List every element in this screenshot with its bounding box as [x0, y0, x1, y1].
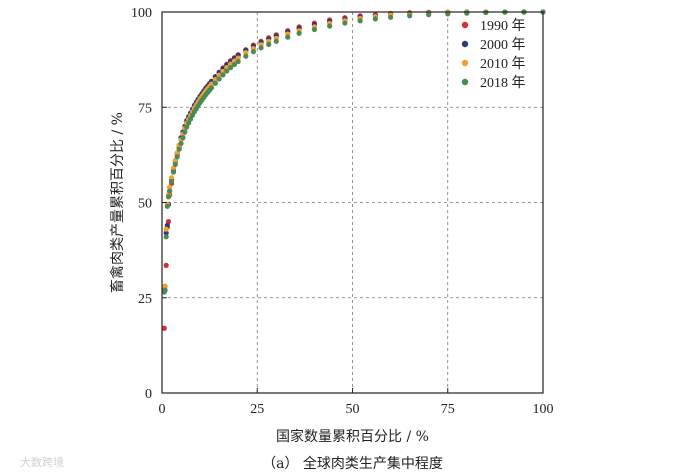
x-tick-label: 25	[250, 402, 264, 417]
x-tick-label: 50	[346, 402, 360, 417]
data-point	[243, 53, 249, 59]
data-point	[167, 188, 173, 194]
x-tick-label: 100	[533, 402, 554, 417]
data-point	[266, 41, 272, 47]
watermark: 大数跨境	[20, 455, 64, 469]
legend-marker	[461, 59, 469, 67]
data-point	[227, 65, 234, 71]
legend-marker	[461, 21, 469, 29]
y-tick-label: 0	[145, 387, 152, 402]
data-point	[388, 14, 394, 20]
y-tick-label: 100	[131, 6, 152, 21]
data-point	[184, 124, 190, 130]
data-point	[163, 226, 169, 232]
data-point	[167, 184, 173, 190]
watermark-text: 大数跨境	[20, 455, 64, 469]
x-tick-label: 0	[159, 402, 166, 417]
data-point	[258, 45, 264, 51]
data-point	[163, 234, 169, 240]
y-axis-title: 畜禽肉类产量累积百分比 / %	[109, 112, 126, 293]
data-point	[176, 146, 182, 152]
x-tick-label: 75	[441, 402, 455, 417]
data-point	[164, 203, 170, 209]
data-point	[163, 230, 169, 236]
data-point	[212, 76, 218, 83]
data-point	[250, 49, 257, 55]
legend-marker	[461, 40, 469, 48]
data-point	[464, 10, 470, 16]
data-point	[168, 178, 175, 185]
legend-label: 2018 年	[480, 75, 526, 91]
data-point	[426, 12, 432, 18]
data-point	[165, 194, 172, 200]
legend: 1990 年 2000 年 2010 年 2018 年	[461, 18, 526, 91]
data-point	[174, 154, 180, 160]
data-points	[161, 9, 546, 331]
data-point	[163, 262, 169, 268]
figure-caption: （a） 全球肉类生产集中程度	[262, 455, 443, 472]
data-point	[445, 11, 451, 17]
axis-ticks: 0 25 50 75 100 0 25 50 75 100	[131, 6, 554, 417]
data-point	[311, 26, 317, 33]
data-point	[285, 34, 291, 40]
data-point	[407, 13, 413, 19]
data-point	[180, 135, 186, 141]
legend-label: 2000 年	[480, 37, 526, 53]
legend-label: 2010 年	[480, 56, 526, 72]
y-tick-label: 75	[138, 101, 152, 116]
data-point	[296, 30, 302, 36]
y-tick-label: 25	[138, 292, 152, 307]
x-axis-title: 国家数量累积百分比 / %	[276, 428, 429, 445]
legend-marker	[461, 78, 469, 86]
data-point	[208, 85, 215, 91]
data-point	[178, 140, 184, 147]
data-point	[162, 283, 168, 289]
data-point	[170, 169, 177, 175]
data-point	[161, 325, 167, 331]
data-point	[224, 68, 230, 74]
data-point	[273, 38, 279, 44]
data-point	[372, 16, 378, 22]
data-point	[182, 129, 188, 135]
data-point	[212, 80, 218, 86]
data-point	[342, 20, 348, 26]
y-tick-label: 50	[138, 197, 152, 212]
data-point	[231, 61, 237, 68]
data-point	[216, 76, 222, 82]
data-point	[235, 58, 241, 65]
data-point	[220, 72, 226, 78]
legend-label: 1990 年	[480, 18, 526, 34]
data-point	[168, 175, 175, 181]
data-point	[162, 287, 168, 293]
data-point	[327, 23, 333, 29]
data-point	[172, 161, 178, 167]
data-point	[357, 18, 363, 24]
data-point	[216, 72, 222, 78]
